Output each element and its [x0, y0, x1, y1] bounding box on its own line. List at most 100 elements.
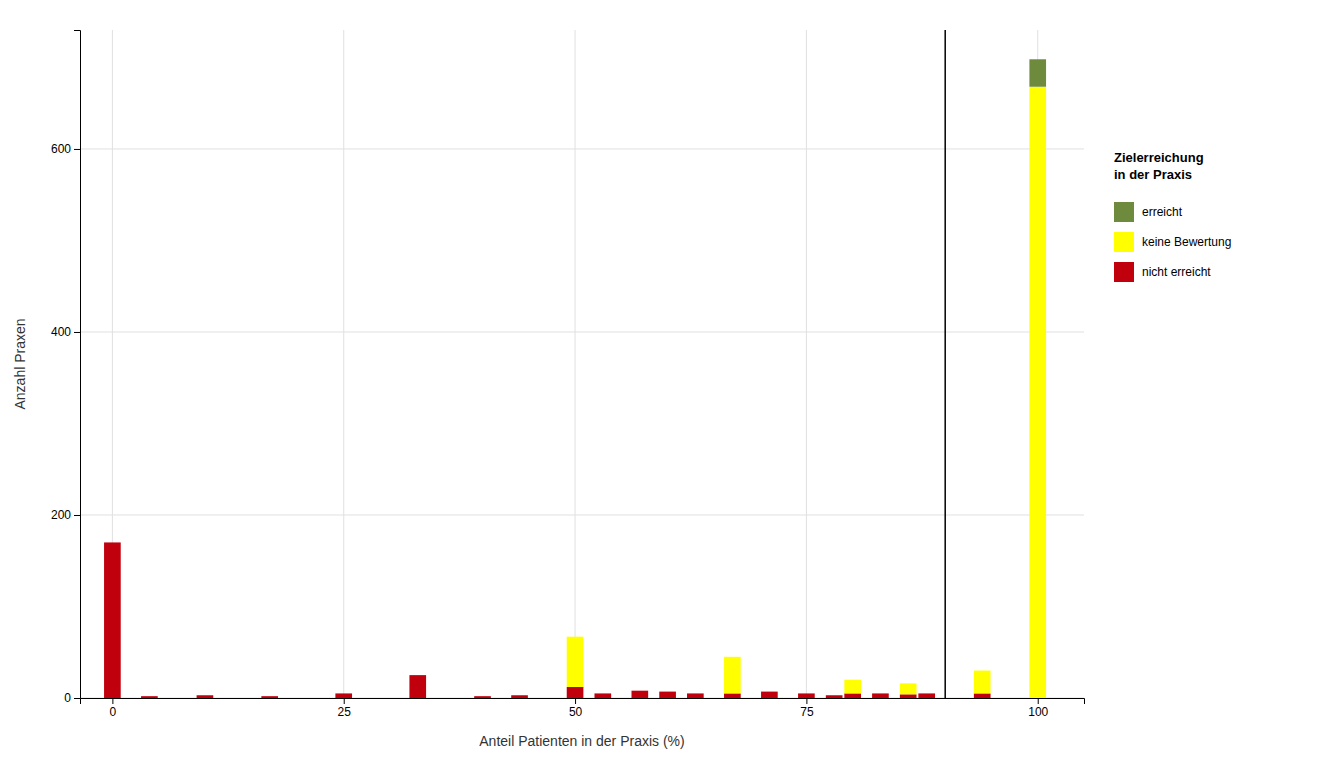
legend-label: erreicht	[1142, 205, 1183, 219]
bar-segment	[567, 687, 584, 698]
series	[104, 542, 990, 698]
x-tick: 25	[338, 698, 352, 719]
bar-segment	[872, 693, 889, 694]
bar-segment	[474, 696, 491, 697]
y-tick-mark	[74, 149, 80, 150]
grid-line-y	[80, 331, 1084, 332]
y-axis: 0200400600	[51, 31, 81, 706]
bar-segment	[687, 693, 704, 698]
bar-segment	[104, 542, 121, 698]
bar-segment	[900, 683, 917, 684]
legend-swatch	[1114, 262, 1134, 282]
bar-segment	[141, 696, 158, 697]
plot: 02550751000200400600Anteil Patienten in …	[12, 30, 1085, 749]
bar-segment	[511, 695, 528, 696]
bar-segment	[567, 636, 584, 637]
bar-segment	[918, 693, 935, 694]
bar-segment	[335, 693, 352, 694]
bar-segment	[761, 691, 778, 692]
bar-segment	[687, 693, 704, 694]
x-tick-mark	[112, 698, 113, 704]
bar-segment	[724, 657, 741, 694]
legend-swatch	[1114, 202, 1134, 222]
bar-segment	[511, 695, 528, 696]
bar-segment	[104, 542, 121, 543]
bar-segment	[261, 696, 278, 698]
bar-segment	[844, 680, 861, 694]
bar-segment	[918, 693, 935, 694]
bar-segment	[169, 698, 186, 699]
legend-title: Zielerreichungin der Praxis	[1114, 150, 1204, 182]
bar-segment	[197, 695, 214, 696]
y-tick: 0	[64, 691, 80, 705]
y-tick-label: 200	[51, 508, 71, 522]
bar-segment	[104, 542, 121, 543]
bar-segment	[224, 698, 241, 699]
y-tick-mark	[74, 698, 80, 699]
bar-segment	[289, 698, 306, 699]
y-tick-mark	[74, 332, 80, 333]
bar-segment	[687, 693, 704, 694]
bar-segment	[197, 695, 214, 698]
bar-segment	[261, 696, 278, 697]
bar-segment	[335, 693, 352, 698]
bar-segment	[169, 698, 186, 699]
bar-segment	[974, 693, 991, 698]
bar-segment	[659, 691, 676, 692]
grid-line-y	[80, 148, 1084, 149]
grid-line-x	[575, 30, 576, 698]
bar-segment	[289, 698, 306, 699]
y-axis-line	[74, 31, 81, 699]
y-tick: 600	[51, 142, 80, 156]
x-tick: 50	[569, 698, 583, 719]
bar-segment	[474, 696, 491, 698]
legend-item: keine Bewertung	[1114, 232, 1231, 252]
series	[567, 87, 1046, 698]
bar-segment	[409, 675, 426, 676]
bar-segment	[798, 693, 815, 694]
bar-segment	[946, 698, 963, 699]
bar-segment	[539, 698, 556, 699]
bar-segment	[1029, 87, 1046, 698]
grid-line-y	[80, 514, 1084, 515]
x-tick-mark	[575, 698, 576, 704]
bar-segment	[900, 694, 917, 698]
bar-segment	[594, 693, 611, 694]
bar-segment	[946, 698, 963, 699]
bar-segment	[409, 675, 426, 676]
bar-segment	[169, 698, 186, 699]
x-tick-label: 0	[110, 705, 117, 719]
bar-segment	[224, 698, 241, 699]
x-tick: 75	[800, 698, 814, 719]
legend-item: erreicht	[1114, 202, 1183, 222]
bar-segment	[872, 693, 889, 694]
legend-label: nicht erreicht	[1142, 265, 1211, 279]
bar-segment	[974, 671, 991, 694]
bar-segment	[900, 683, 917, 694]
legend: Zielerreichungin der Praxis erreicht keine…	[1114, 150, 1231, 282]
x-axis-title: Anteil Patienten in der Praxis (%)	[479, 733, 684, 749]
y-tick: 200	[51, 508, 80, 522]
bar-segment	[946, 698, 963, 699]
marks	[104, 30, 1046, 698]
x-tick-mark	[806, 698, 807, 704]
bar-segment	[567, 637, 584, 687]
bar-segment	[1002, 698, 1019, 699]
bar-segment	[659, 691, 676, 692]
bar-segment	[632, 690, 649, 691]
x-tick: 100	[1028, 698, 1048, 719]
x-axis-line	[81, 699, 1085, 705]
y-tick-label: 0	[64, 691, 71, 705]
bar-segment	[844, 679, 861, 680]
bar-segment	[724, 656, 741, 657]
bar-segment	[798, 693, 815, 694]
grid	[80, 30, 1084, 698]
bar-segment	[659, 692, 676, 698]
x-tick-label: 50	[569, 705, 583, 719]
bar-segment	[974, 670, 991, 671]
bar-segment	[511, 695, 528, 698]
x-tick-label: 25	[338, 705, 352, 719]
bar-segment	[372, 698, 389, 699]
x-tick-mark	[1038, 698, 1039, 704]
x-tick: 0	[110, 698, 117, 719]
